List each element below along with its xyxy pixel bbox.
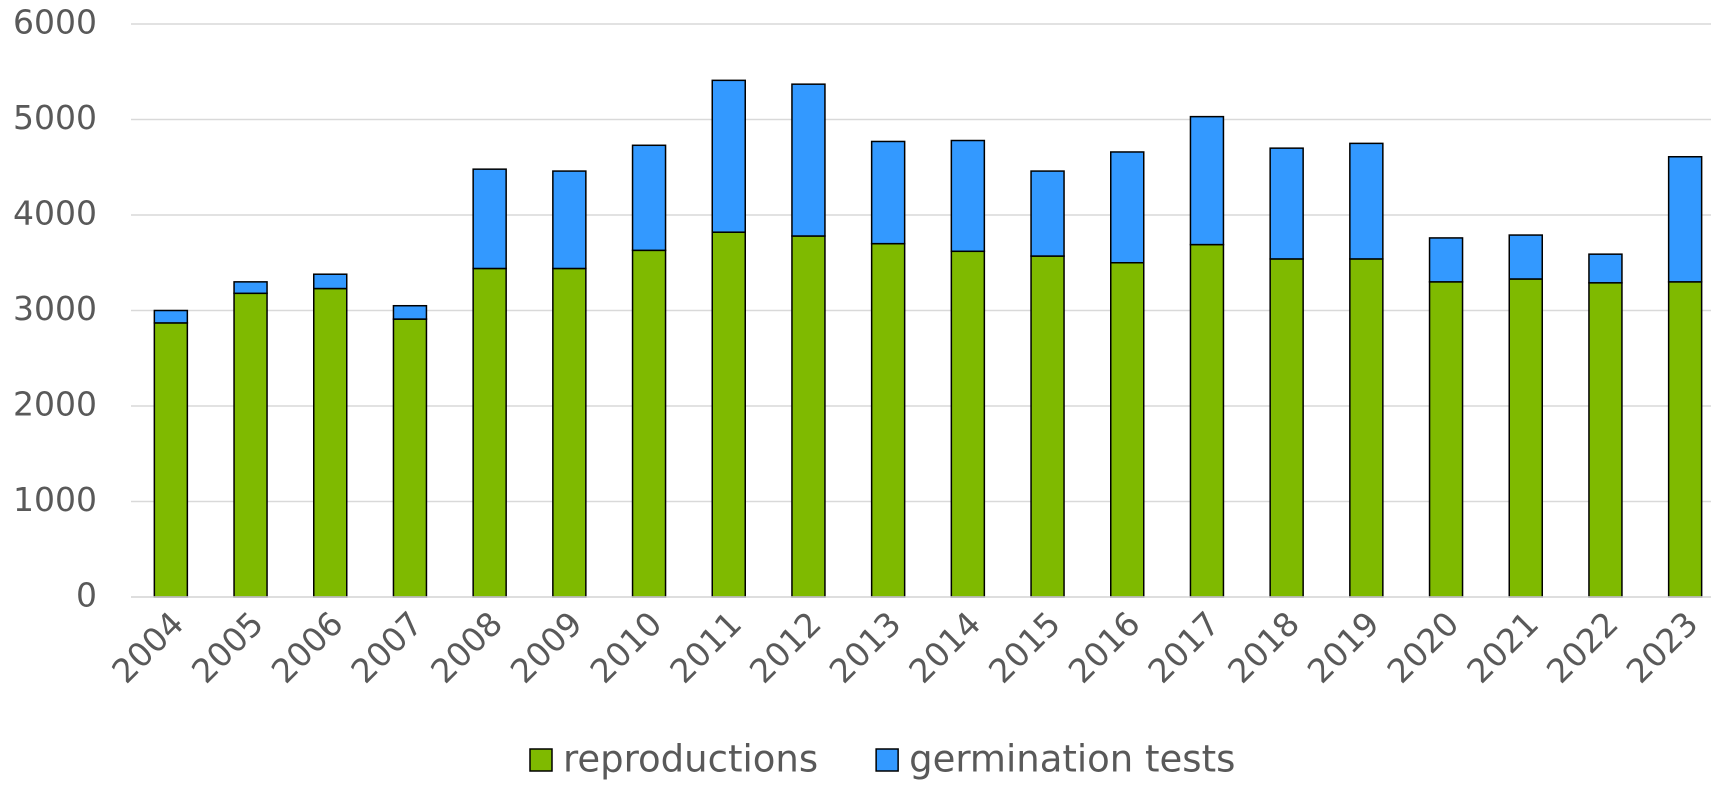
y-tick-label: 1000 [13,480,97,519]
y-tick-label: 5000 [13,98,97,137]
bar-segment [870,242,906,598]
bar-segment [1667,281,1703,598]
x-tick-label: 2022 [1539,604,1626,691]
bar-segment [1667,155,1703,283]
x-tick-label: 2006 [264,604,351,691]
bar-segment [1588,282,1623,598]
x-tick-label: 2009 [503,604,590,691]
y-tick-label: 3000 [13,289,97,328]
x-tick-label: 2007 [343,604,430,691]
bar-segment [631,249,667,598]
bar-segment [1428,237,1464,283]
x-tick-label: 2020 [1379,604,1466,691]
bar-segment [472,267,507,598]
bar-segment [552,170,587,270]
bar-segment [1269,258,1304,598]
bar-segment [1030,255,1065,598]
bar-segment [711,79,746,233]
bar-segment [1349,142,1384,260]
bar-segment [392,318,428,598]
x-tick-label: 2013 [822,604,909,691]
bar-segment [950,139,986,253]
bar-segment [1110,262,1145,598]
bar-segment [153,309,189,324]
x-tick-label: 2014 [901,604,988,691]
x-tick-label: 2016 [1061,604,1148,691]
bar-segment [313,287,348,598]
bar-segment [1269,147,1304,260]
bar-segment [233,281,268,295]
bar-segment [313,273,348,290]
bar-segment [1508,278,1543,598]
bar-segment [1110,151,1145,264]
bar-segment [472,168,507,270]
x-tick-label: 2017 [1140,604,1227,691]
x-tick-label: 2021 [1459,604,1546,691]
bar-segment [1349,258,1384,598]
y-tick-label: 6000 [13,3,97,42]
legend-swatch [875,748,899,772]
bar-segment [1508,234,1543,280]
bar-segment [233,292,268,598]
x-tick-label: 2018 [1220,604,1307,691]
bar-segment [791,83,826,237]
bar-segment [791,235,826,598]
bar-segment [711,231,746,598]
bar-segment [631,144,667,252]
legend-label: germination tests [909,738,1235,781]
legend-label: reproductions [563,738,818,781]
x-tick-label: 2008 [423,604,510,691]
x-tick-label: 2010 [582,604,669,691]
x-tick-label: 2005 [184,604,271,691]
y-tick-label: 2000 [13,385,97,424]
x-tick-label: 2004 [104,604,191,691]
x-tick-label: 2011 [662,604,749,691]
bar-segment [1588,253,1623,284]
bar-segment [1189,243,1225,598]
y-tick-label: 0 [76,576,97,615]
x-tick-label: 2019 [1300,604,1387,691]
bar-segment [1428,281,1464,598]
y-tick-label: 4000 [13,194,97,233]
bar-segment [153,322,189,598]
bar-segment [552,267,587,598]
x-tick-label: 2015 [981,604,1068,691]
bar-segment [950,250,986,598]
bar-segment [1030,170,1065,257]
x-tick-label: 2023 [1619,604,1706,691]
bar-segment [1189,115,1225,246]
bar-segment [870,140,906,245]
bar-segment [392,304,428,320]
x-tick-label: 2012 [742,604,829,691]
legend-swatch [529,748,553,772]
